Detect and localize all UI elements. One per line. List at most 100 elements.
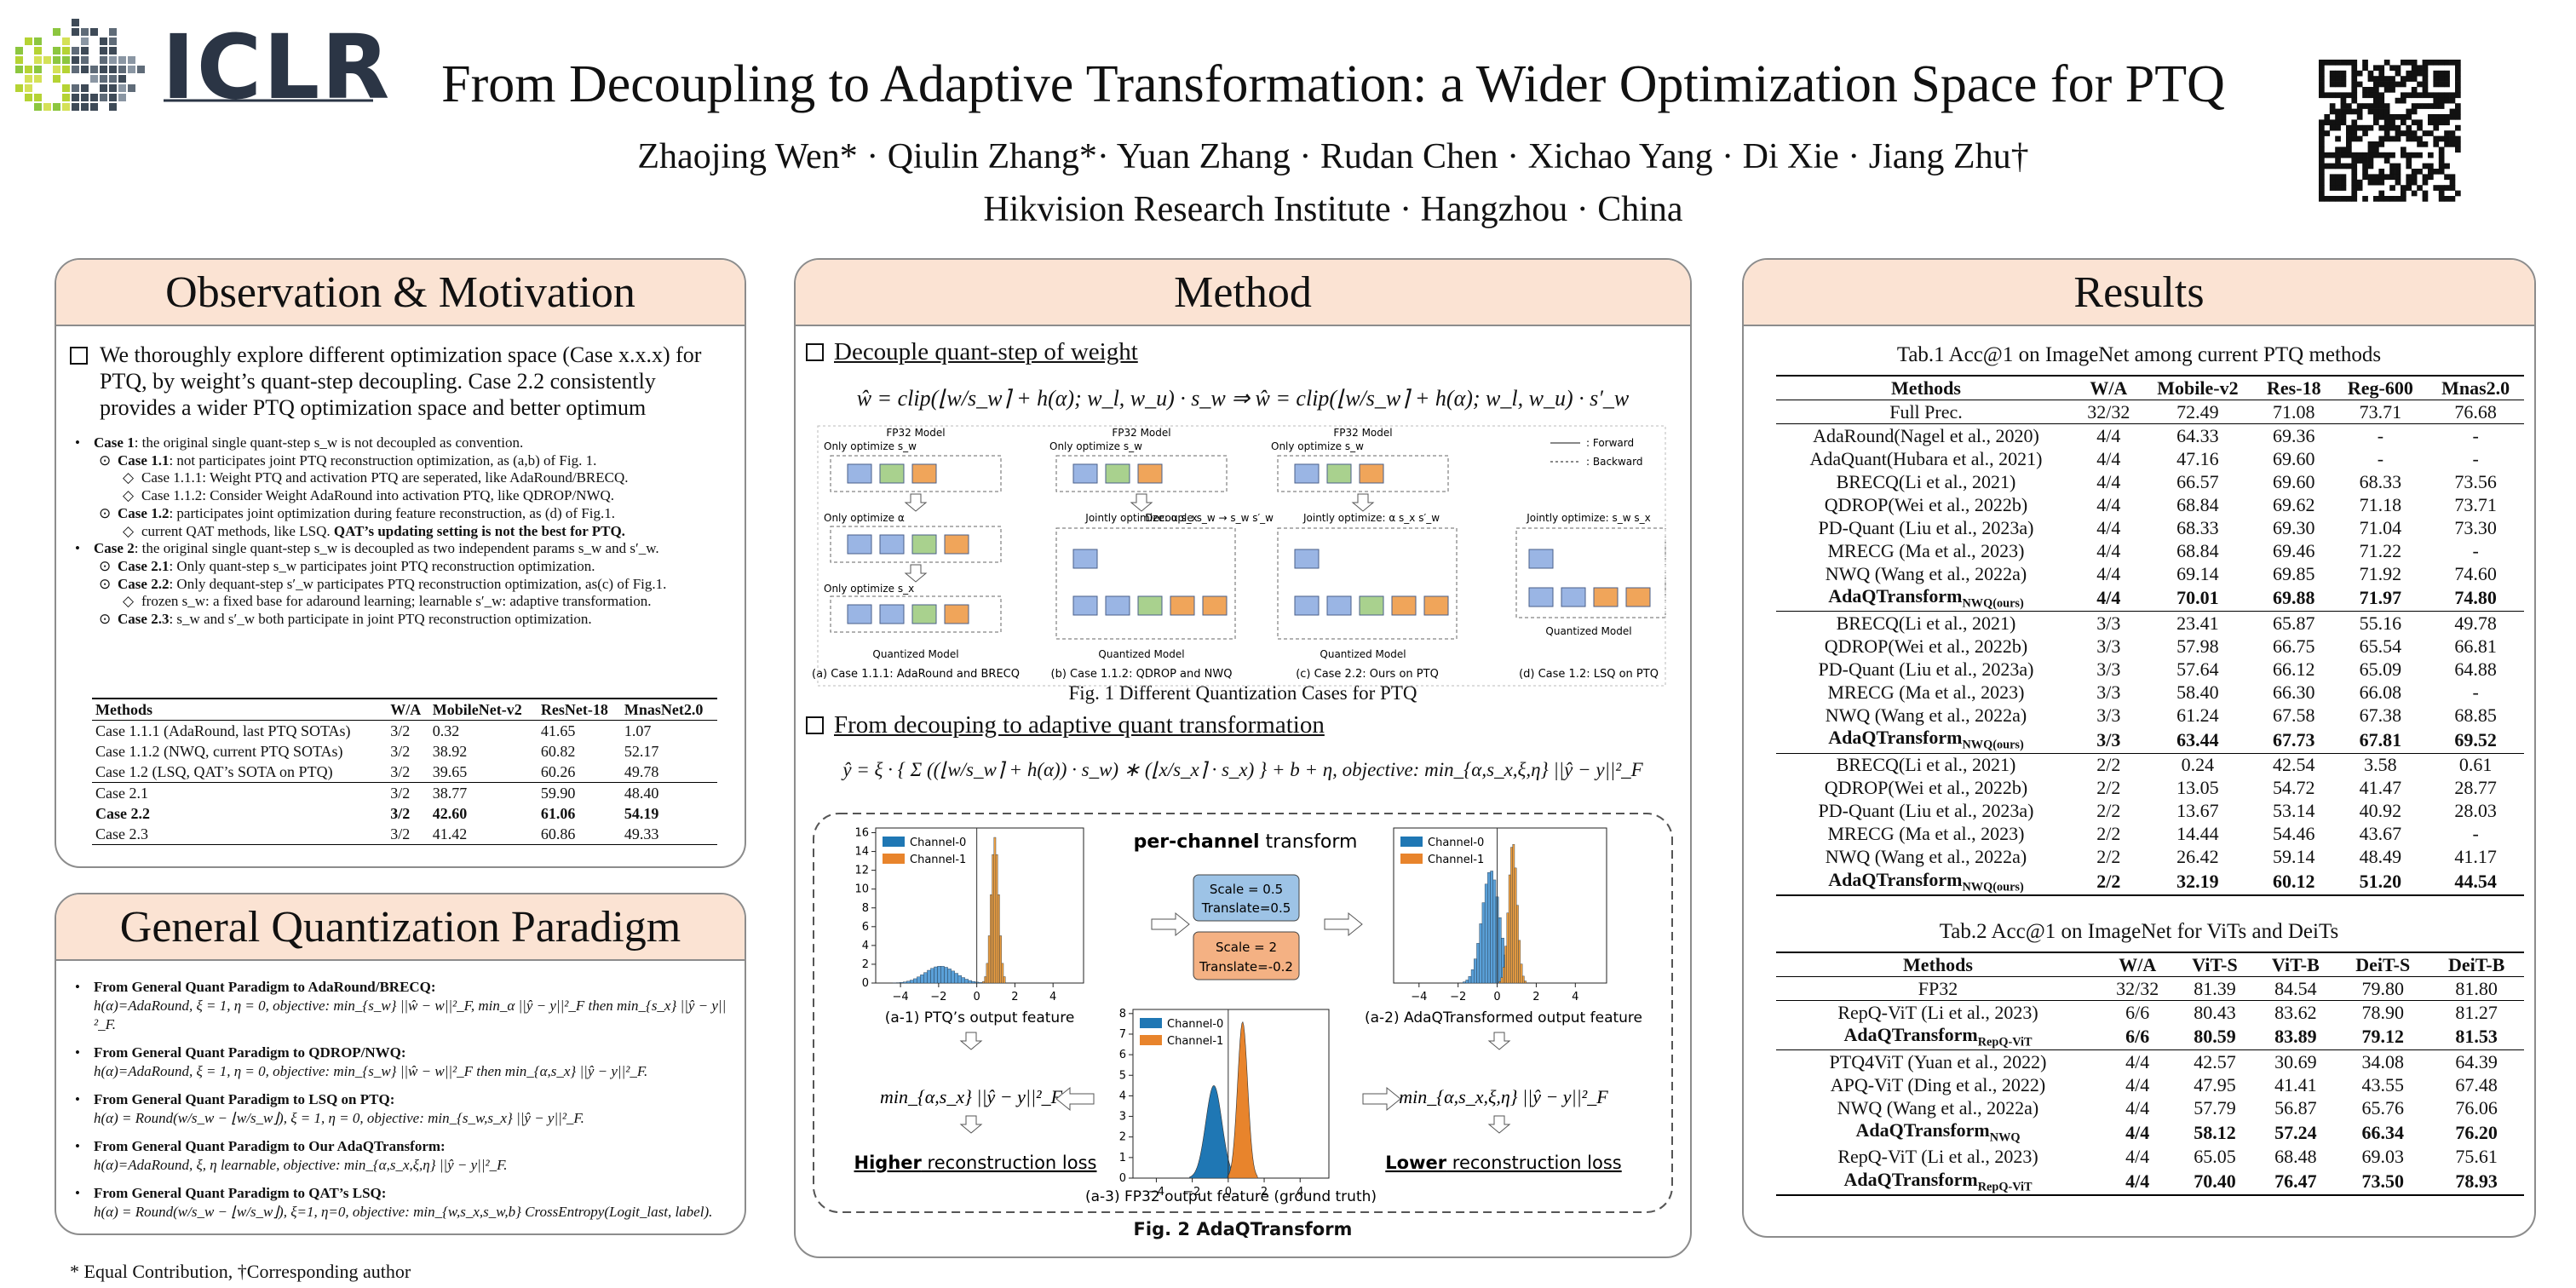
- intro: We thoroughly explore different optimiza…: [70, 342, 726, 421]
- plot-frame: [875, 827, 1084, 984]
- qr-module: [2406, 179, 2412, 186]
- table-cell: 67.58: [2273, 704, 2315, 726]
- header-cell: Methods: [1891, 377, 1961, 399]
- table-cell: 48.40: [624, 784, 659, 802]
- logo-pixel: [81, 66, 89, 73]
- authors: Zhaojing Wen* · Qiulin Zhang*· Yuan Zhan…: [637, 137, 2029, 176]
- logo-pixel: [15, 84, 23, 92]
- legend-swatch: [1140, 1035, 1162, 1045]
- observation-panel: Observation & Motivation We thoroughly e…: [55, 258, 746, 868]
- bullet-marker: •: [75, 1185, 80, 1201]
- qr-module: [2411, 92, 2418, 99]
- qr-module: [2319, 158, 2325, 164]
- bullet-marker: ◇: [123, 593, 135, 610]
- diagram-block: [1072, 549, 1098, 569]
- qr-module: [2395, 163, 2401, 170]
- qr-module: [2417, 141, 2423, 147]
- paradigm-item: • From General Quant Paradigm to AdaRound…: [75, 978, 739, 1034]
- qr-module: [2433, 103, 2440, 109]
- header-cell: Mobile-v2: [2157, 377, 2239, 399]
- bullet-text: Case 1: the original single quant-step s…: [94, 434, 523, 452]
- qr-module: [2411, 169, 2418, 175]
- table-cell: 4/4: [2125, 1096, 2150, 1118]
- bullet: • Case 1: the original single quant-step …: [75, 434, 739, 452]
- table-cell: AdaRound(Nagel et al., 2020): [1813, 424, 2039, 446]
- table-cell: 66.57: [2176, 470, 2219, 492]
- section-heading: From decouping to adaptive quant transfo…: [806, 711, 1325, 739]
- paradigm-item: • From General Quant Paradigm to LSQ on P…: [75, 1090, 739, 1128]
- arrow: [904, 493, 928, 512]
- bullet: ◇ Case 1.1.2: Consider Weight AdaRound in…: [75, 487, 739, 505]
- table-cell: 76.20: [2455, 1121, 2498, 1143]
- logo-pixel: [90, 75, 98, 83]
- qr-module: [2340, 152, 2347, 158]
- table-cell: 68.48: [2274, 1146, 2317, 1168]
- table-cell: 70.01: [2176, 587, 2219, 609]
- table-cell: 1.07: [624, 722, 652, 739]
- figure-label: Only optimize α: [824, 512, 905, 524]
- qr-module: [2428, 60, 2434, 66]
- qr-module: [2411, 119, 2418, 126]
- table-row: QDROP(Wei et al., 2022b) 2/2 13.05 54.72 41.…: [1776, 777, 2524, 800]
- logo-pixel: [109, 94, 117, 101]
- table-row: AdaRound(Nagel et al., 2020) 4/4 64.33 69.3…: [1776, 424, 2524, 448]
- table-row: RepQ-ViT (Li et al., 2023) 4/4 65.05 68.48 6…: [1776, 1146, 2524, 1169]
- logo-pixel: [34, 75, 42, 83]
- qr-module: [2428, 174, 2434, 181]
- header-cell: ViT-S: [2192, 953, 2238, 975]
- table-cell: -: [2472, 823, 2479, 845]
- qr-module: [2373, 174, 2379, 181]
- diagram-block: [1170, 595, 1195, 616]
- qr-module: [2406, 114, 2412, 120]
- logo-pixel: [72, 28, 79, 36]
- qr-module: [2319, 119, 2325, 126]
- section-text: From decouping to adaptive quant transfo…: [834, 711, 1325, 739]
- logo-pixel: [25, 66, 32, 73]
- diagram-block: [911, 534, 937, 555]
- table-row: MRECG (Ma et al., 2023) 3/3 58.40 66.30 66.0…: [1776, 681, 2524, 704]
- item-text: h(α)=AdaRound, ξ = 1, η = 0, objective: …: [94, 1063, 648, 1079]
- table-group: BRECQ(Li et al., 2021) 2/2 0.24 42.54 3.58 0.…: [1776, 753, 2524, 896]
- qr-module: [2373, 152, 2379, 158]
- bullet-marker: •: [75, 1091, 80, 1107]
- logo-pixel: [81, 56, 89, 64]
- table-row: Case 1.1.2 (NWQ, current PTQ SOTAs) 3/2 38…: [92, 741, 717, 762]
- logo-pixel: [43, 56, 51, 64]
- qr-module: [2324, 60, 2331, 66]
- table-cell: 80.59: [2194, 1026, 2236, 1048]
- qr-module: [2319, 60, 2325, 66]
- table-cell: 74.60: [2454, 562, 2497, 584]
- text-run: Case 1.2: [118, 504, 170, 521]
- table-cell: MRECG (Ma et al., 2023): [1827, 823, 2025, 845]
- qr-module: [2438, 60, 2445, 66]
- table-row: AdaQTransformRepQ-ViT 6/6 80.59 83.89 79.12 8…: [1776, 1024, 2524, 1050]
- figure-label: 8: [1119, 1008, 1126, 1021]
- qr-module: [2351, 92, 2358, 99]
- qr-module: [2340, 108, 2347, 115]
- figure-label: (a-1) PTQ’s output feature: [885, 1009, 1075, 1026]
- cell-subscript: RepQ-ViT: [1977, 1180, 2033, 1194]
- qr-module: [2444, 185, 2450, 191]
- qr-module: [2389, 163, 2395, 170]
- text-run: : not participates joint PTQ reconstruct…: [169, 451, 597, 469]
- qr-module: [2422, 87, 2429, 93]
- qr-module: [2406, 70, 2412, 77]
- qr-module: [2329, 103, 2336, 109]
- logo-pixel: [34, 56, 42, 64]
- figure-label: Jointly optimize: α s_x s′_w: [1302, 512, 1440, 524]
- text-run: Case 2: [94, 540, 135, 557]
- qr-module: [2389, 174, 2395, 181]
- qr-module: [2329, 196, 2336, 202]
- table-caption: Tab.2 Acc@1 on ImageNet for ViTs and Dei…: [1939, 920, 2339, 943]
- text-run: reconstruction loss: [922, 1153, 1097, 1173]
- table-cell: AdaQTransformNWQ: [1776, 1119, 2100, 1145]
- figure-label: : Backward: [1586, 456, 1643, 468]
- qr-module: [2351, 179, 2358, 186]
- text-run: Case 1.1: [118, 451, 170, 469]
- checkbox: [806, 716, 824, 734]
- diagram-block: [1326, 463, 1352, 484]
- qr-module: [2406, 124, 2412, 131]
- table-cell: 14.44: [2176, 823, 2219, 845]
- figure-label: 2: [1532, 991, 1539, 1003]
- qr-module: [2319, 169, 2325, 175]
